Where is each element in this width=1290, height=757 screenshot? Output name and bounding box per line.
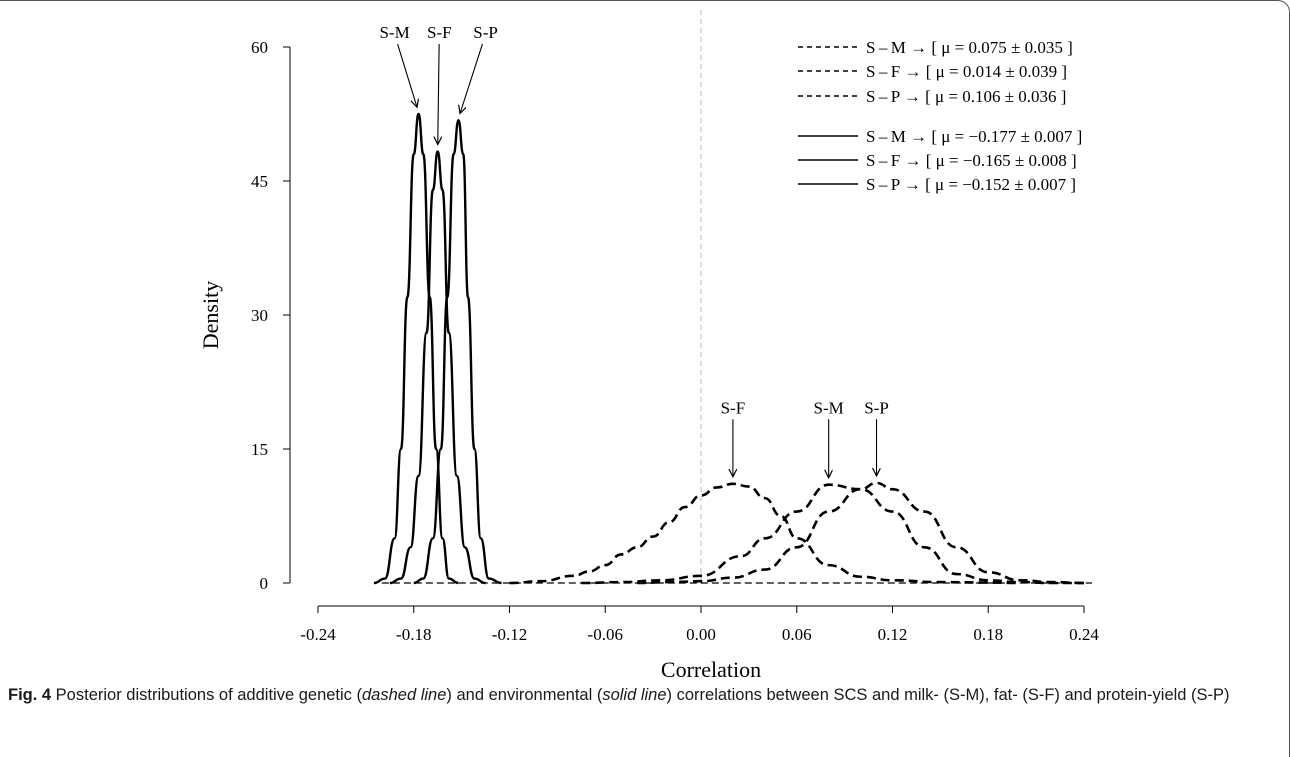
y-axis-title: Density	[198, 281, 223, 349]
series-lines	[373, 112, 1085, 585]
genetic-s-m-curve	[581, 483, 1084, 585]
x-tick-label: -0.24	[300, 625, 336, 644]
peak-label: S-P	[864, 398, 889, 417]
y-tick-label: 0	[260, 574, 269, 593]
peak-label: S-M	[814, 398, 844, 417]
legend-entry: S – F → [ μ = −0.165 ± 0.008 ]	[866, 151, 1077, 170]
environmental-s-m-curve	[373, 112, 459, 585]
caption-dashed-term: dashed line	[362, 686, 447, 704]
peak-arrow	[397, 43, 417, 107]
figure-label: Fig. 4	[8, 686, 52, 704]
legend-entry: S – F → [ μ = 0.014 ± 0.039 ]	[866, 62, 1067, 81]
caption-text-1: Posterior distributions of additive gene…	[51, 686, 362, 704]
legend-entry: S – P → [ μ = −0.152 ± 0.007 ]	[866, 175, 1076, 194]
environmental-s-f-curve	[389, 150, 486, 585]
peak-label: S-P	[473, 23, 498, 42]
reference-layer	[381, 10, 1092, 584]
x-axis-title: Correlation	[661, 657, 761, 680]
peak-annotations: S-M S-F S-P S-F S-M S-P	[379, 23, 889, 478]
x-tick-label: -0.18	[396, 625, 431, 644]
genetic-s-f-curve	[509, 482, 1021, 585]
legend: S – M → [ μ = 0.075 ± 0.035 ] S – F → [ μ…	[798, 38, 1082, 194]
x-ticks: -0.24 -0.18 -0.12 -0.06 0.00 0.06 0.12 0.18 0.24	[300, 606, 1099, 644]
peak-label: S-F	[427, 23, 452, 42]
figure-caption: Fig. 4 Posterior distributions of additi…	[8, 684, 1278, 707]
genetic-s-p-curve	[637, 481, 1085, 585]
peak-label: S-F	[721, 398, 746, 417]
peak-arrow	[438, 44, 439, 144]
x-tick-label: 0.12	[878, 625, 908, 644]
environmental-s-p-curve	[413, 119, 502, 585]
x-tick-label: -0.12	[492, 625, 527, 644]
legend-entry: S – M → [ μ = −0.177 ± 0.007 ]	[866, 127, 1082, 146]
y-tick-label: 60	[251, 38, 268, 57]
legend-entry: S – P → [ μ = 0.106 ± 0.036 ]	[866, 87, 1066, 106]
y-tick-label: 30	[251, 306, 268, 325]
caption-text-3: ) correlations between SCS and milk- (S-…	[666, 686, 1230, 704]
x-tick-label: -0.06	[588, 625, 623, 644]
y-tick-label: 45	[251, 172, 268, 191]
y-tick-label: 15	[251, 440, 268, 459]
peak-arrow	[460, 43, 483, 113]
x-tick-label: 0.18	[973, 625, 1003, 644]
y-ticks: 0 15 30 45 60	[251, 38, 290, 593]
caption-solid-term: solid line	[602, 686, 667, 704]
x-tick-label: 0.00	[686, 625, 716, 644]
peak-label: S-M	[379, 23, 409, 42]
x-tick-label: 0.24	[1069, 625, 1099, 644]
axes: -0.24 -0.18 -0.12 -0.06 0.00 0.06 0.12 0.18 0.24…	[198, 38, 1099, 680]
caption-text-2: ) and environmental (	[446, 686, 603, 704]
legend-entry: S – M → [ μ = 0.075 ± 0.035 ]	[866, 38, 1073, 57]
density-chart: -0.24 -0.18 -0.12 -0.06 0.00 0.06 0.12 0.18 0.24…	[198, 10, 1099, 680]
x-tick-label: 0.06	[782, 625, 812, 644]
